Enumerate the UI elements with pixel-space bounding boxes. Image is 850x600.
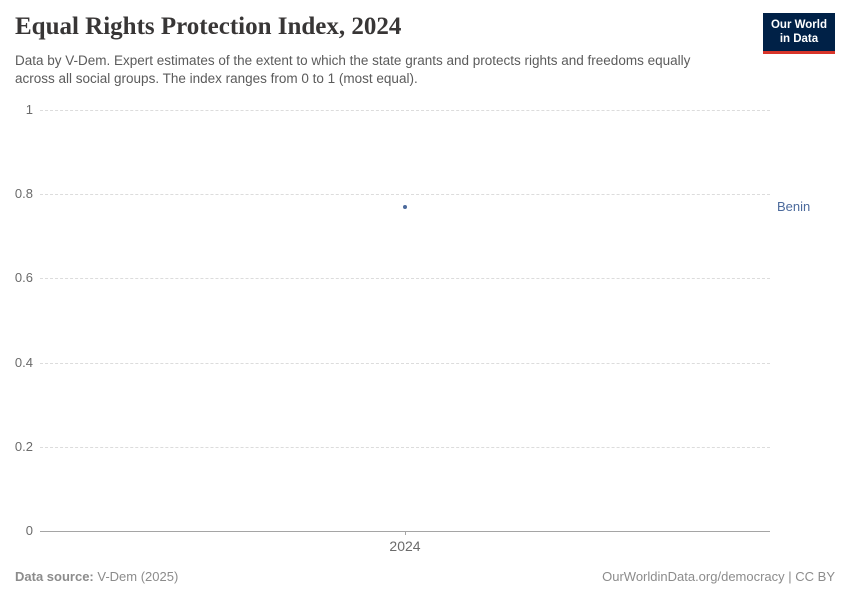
owid-logo: Our World in Data	[762, 13, 835, 54]
x-tick-label: 2024	[389, 538, 421, 554]
x-tick-mark	[405, 531, 406, 535]
plot-area: 0 0.2 0.4 0.6 0.8 1 2024 Benin	[15, 102, 810, 554]
y-tick-label: 0.2	[14, 438, 33, 454]
credit-link[interactable]: OurWorldinData.org/democracy | CC BY	[602, 569, 835, 584]
gridline	[40, 110, 770, 111]
gridline	[40, 194, 770, 196]
y-tick-label: 0.8	[14, 186, 33, 202]
data-point-benin[interactable]	[403, 204, 407, 209]
datasource-value: V-Dem (2025)	[97, 569, 179, 584]
chart-subtitle: Data by V-Dem. Expert estimates of the e…	[15, 53, 691, 86]
y-tick-label: 0	[25, 523, 33, 538]
chart-title: Equal Rights Protection Index, 2024	[15, 13, 402, 40]
entity-label-benin[interactable]: Benin	[777, 198, 811, 214]
datasource: Data source: V-Dem (2025)	[15, 569, 178, 584]
y-tick-label: 0.6	[14, 270, 33, 286]
y-tick-label: 1	[25, 102, 33, 117]
owid-logo-line2: in Data	[779, 33, 819, 46]
gridline	[40, 362, 770, 364]
chart-footer: Data source: V-Dem (2025) OurWorldinData…	[15, 569, 835, 584]
datasource-label: Data source:	[15, 569, 94, 584]
owid-logo-line1: Our World	[770, 19, 827, 31]
gridline	[40, 446, 770, 448]
gridline	[40, 278, 770, 280]
y-tick-label: 0.4	[14, 354, 33, 370]
